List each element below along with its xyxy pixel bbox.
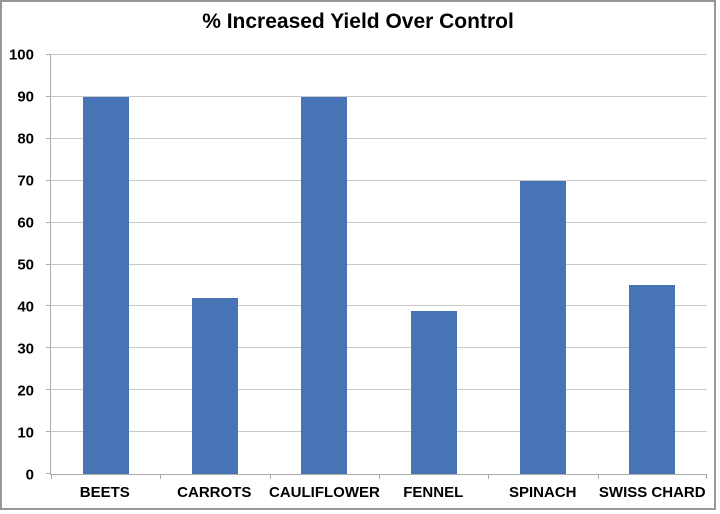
gridline: [51, 347, 707, 349]
x-axis-tick: [51, 474, 52, 479]
gridline: [51, 389, 707, 391]
bar-swiss-chard: [629, 285, 676, 474]
gridline: [51, 137, 707, 139]
x-category-label: BEETS: [79, 484, 130, 501]
x-category-label: FENNEL: [403, 484, 464, 501]
bar-slot: [379, 55, 488, 474]
y-tick-label: 80: [17, 130, 34, 148]
plot-wrap: 0 10 20 30 40 50 60 70 80 90 100 BEETS CARROTS CAULI…: [9, 48, 707, 501]
y-axis-tick: [46, 221, 51, 223]
x-category-label: CAULIFLOWER: [269, 484, 380, 501]
y-axis-labels: 0 10 20 30 40 50 60 70 80 90 100: [2, 48, 42, 483]
y-tick-label: 100: [8, 46, 34, 64]
bar-carrots: [191, 298, 238, 474]
bar-slot: [488, 55, 597, 474]
bar-fennel: [410, 310, 457, 474]
y-tick-label: 40: [17, 298, 34, 316]
y-axis-tick: [46, 137, 51, 139]
y-axis-tick: [46, 473, 51, 474]
y-axis-tick: [46, 95, 51, 97]
y-axis-tick: [46, 431, 51, 433]
bar-slot: [270, 55, 379, 474]
gridline: [51, 179, 707, 181]
x-axis-tick: [160, 474, 162, 479]
y-tick-label: 10: [17, 424, 34, 442]
gridline: [51, 54, 707, 55]
x-axis-tick: [706, 474, 707, 479]
y-tick-label: 70: [17, 172, 34, 190]
bar-cauliflower: [301, 96, 348, 474]
bar-slot: [598, 55, 707, 474]
y-tick-label: 20: [17, 382, 34, 400]
y-tick-label: 0: [25, 466, 34, 484]
x-axis-labels: BEETS CARROTS CAULIFLOWER FENNEL SPINACH SWIS…: [50, 484, 707, 504]
gridline: [51, 221, 707, 223]
y-tick-label: 90: [17, 88, 34, 106]
x-category-label: CARROTS: [177, 484, 252, 501]
x-axis-tick: [379, 474, 380, 479]
gridline: [51, 431, 707, 433]
gridline: [51, 95, 707, 97]
x-axis-tick: [269, 474, 271, 479]
gridline: [51, 263, 707, 265]
bar-beets: [82, 96, 129, 474]
y-axis-tick: [46, 389, 51, 391]
y-axis-tick: [46, 347, 51, 349]
y-axis-tick: [46, 179, 51, 181]
bar-slot: [51, 55, 160, 474]
y-axis-tick: [46, 54, 51, 55]
y-tick-label: 50: [17, 256, 34, 274]
y-tick-label: 60: [17, 214, 34, 232]
chart-title: % Increased Yield Over Control: [202, 10, 514, 33]
gridline: [51, 305, 707, 307]
x-category-label: SPINACH: [508, 484, 577, 501]
bar-slot: [160, 55, 269, 474]
x-axis-tick: [597, 474, 599, 479]
y-tick-label: 30: [17, 340, 34, 358]
y-axis-tick: [46, 305, 51, 307]
bar-spinach: [519, 180, 566, 474]
y-axis-tick: [46, 263, 51, 265]
x-axis-tick: [488, 474, 490, 479]
plot-area: [46, 54, 707, 479]
x-category-label: SWISS CHARD: [598, 484, 706, 501]
